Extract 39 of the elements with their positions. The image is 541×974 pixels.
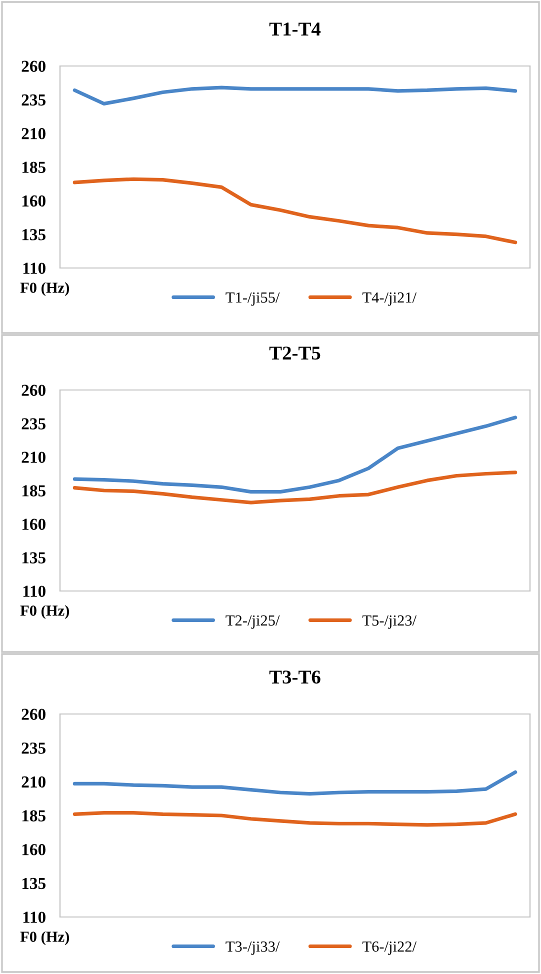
y-tick-label: 260 [22,60,46,72]
y-axis-title: F0 (Hz) [20,605,70,619]
y-tick-label: 160 [22,195,46,207]
y-tick-label: 185 [22,810,46,822]
chart-title: T2-T5 [269,346,320,360]
y-tick-label: 185 [22,485,46,496]
chart-title: T1-T4 [269,22,321,36]
y-tick-label: 135 [22,552,46,564]
y-axis-title: F0 (Hz) [20,282,70,296]
y-tick-label: 260 [22,384,46,396]
y-tick-label: 210 [22,128,46,140]
chart-title: T3-T6 [269,670,320,684]
y-tick-label: 185 [22,162,46,173]
y-tick-label: 160 [22,844,46,856]
line-series [72,770,518,796]
line-series [72,177,518,244]
y-tick-label: 135 [22,878,46,890]
y-tick-label: 210 [22,776,46,788]
legend-label: T1-/ji55/ [226,292,280,306]
line-series [72,810,518,827]
legend-label: T2-/ji25/ [226,615,280,629]
y-tick-label: 110 [23,262,46,274]
y-tick-label: 110 [23,586,46,597]
line-series [72,470,518,504]
legend-label: T3-/ji33/ [226,941,280,955]
y-tick-label: 260 [22,708,46,720]
legend-label: T5-/ji23/ [362,615,417,629]
legend-label: T6-/ji22/ [362,941,417,955]
line-series [72,86,518,106]
y-tick-label: 110 [23,912,46,923]
y-tick-label: 160 [22,518,46,530]
y-tick-label: 235 [22,418,46,430]
y-tick-label: 235 [22,742,46,754]
y-tick-label: 210 [22,452,46,463]
y-axis-title: F0 (Hz) [20,931,70,946]
y-tick-label: 235 [22,94,46,106]
y-tick-label: 135 [22,229,46,240]
legend-label: T4-/ji21/ [362,292,417,306]
line-series [72,416,518,494]
